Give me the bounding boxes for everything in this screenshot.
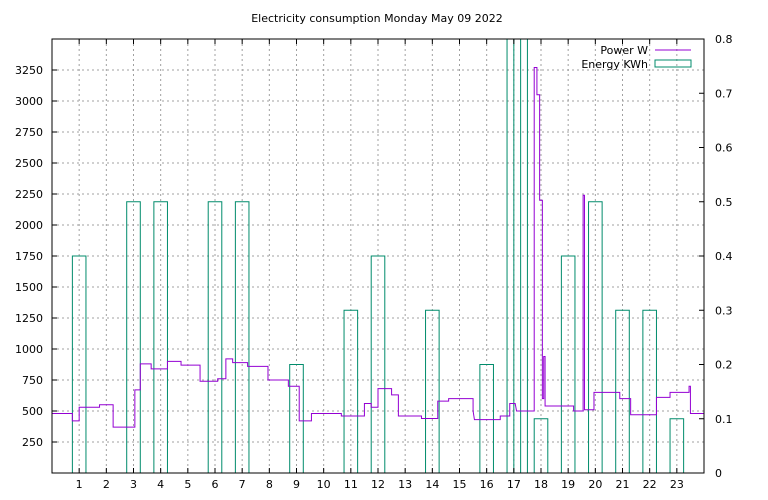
energy-box — [153, 201, 168, 474]
x-tick-label: 6 — [212, 478, 219, 491]
energy-box — [207, 201, 223, 474]
power-series-line — [52, 67, 704, 428]
y-tick-label: 750 — [22, 374, 43, 387]
energy-box — [126, 201, 141, 474]
y2-tick-label: 0.5 — [715, 196, 733, 209]
y-tick-label: 2250 — [15, 188, 43, 201]
x-tick-label: 23 — [670, 478, 684, 491]
x-tick-label: 13 — [398, 478, 412, 491]
y2-tick-label: 0.7 — [715, 87, 733, 100]
y-tick-label: 3000 — [15, 95, 43, 108]
y2-tick-label: 0.8 — [715, 33, 733, 46]
y2-tick-label: 0.1 — [715, 413, 733, 426]
x-tick-label: 10 — [317, 478, 331, 491]
y2-tick-label: 0.4 — [715, 250, 733, 263]
x-tick-label: 22 — [643, 478, 657, 491]
y-tick-label: 2000 — [15, 219, 43, 232]
chart-title: Electricity consumption Monday May 09 20… — [251, 12, 503, 25]
x-tick-label: 5 — [184, 478, 191, 491]
x-tick-label: 3 — [130, 478, 137, 491]
y-tick-label: 2500 — [15, 157, 43, 170]
axes: 1 2 3 4 5 6 7 8 9 10 11 12 13 14 15 16 17 18 19 20 21 22 23250… — [15, 33, 733, 491]
x-tick-label: 18 — [534, 478, 548, 491]
x-tick-label: 21 — [616, 478, 630, 491]
y-tick-label: 1500 — [15, 281, 43, 294]
y2-tick-label: 0.3 — [715, 304, 733, 317]
y-tick-label: 500 — [22, 405, 43, 418]
y2-tick-label: 0.2 — [715, 359, 733, 372]
power-line — [52, 67, 704, 428]
x-tick-label: 14 — [425, 478, 439, 491]
x-tick-label: 8 — [266, 478, 273, 491]
plot-frame — [51, 38, 705, 474]
y2-tick-label: 0.6 — [715, 142, 733, 155]
y-tick-label: 2750 — [15, 126, 43, 139]
y-tick-label: 1000 — [15, 343, 43, 356]
energy-box — [588, 201, 603, 474]
x-tick-label: 20 — [588, 478, 602, 491]
y-tick-label: 250 — [22, 436, 43, 449]
legend-swatch-energy — [654, 59, 692, 68]
x-tick-label: 7 — [239, 478, 246, 491]
x-tick-label: 2 — [103, 478, 110, 491]
x-tick-label: 12 — [371, 478, 385, 491]
y-tick-label: 1750 — [15, 250, 43, 263]
energy-box — [234, 201, 250, 474]
x-tick-label: 17 — [507, 478, 521, 491]
x-tick-label: 16 — [480, 478, 494, 491]
x-tick-label: 15 — [453, 478, 467, 491]
x-tick-label: 11 — [344, 478, 358, 491]
x-tick-label: 9 — [293, 478, 300, 491]
y2-tick-label: 0 — [715, 467, 722, 480]
y-tick-label: 3250 — [15, 64, 43, 77]
legend-label-energy: Energy KWh — [581, 58, 648, 71]
y-tick-label: 1250 — [15, 312, 43, 325]
legend-label-power: Power W — [600, 44, 648, 57]
x-tick-label: 19 — [561, 478, 575, 491]
x-tick-label: 4 — [157, 478, 164, 491]
x-tick-label: 1 — [76, 478, 83, 491]
